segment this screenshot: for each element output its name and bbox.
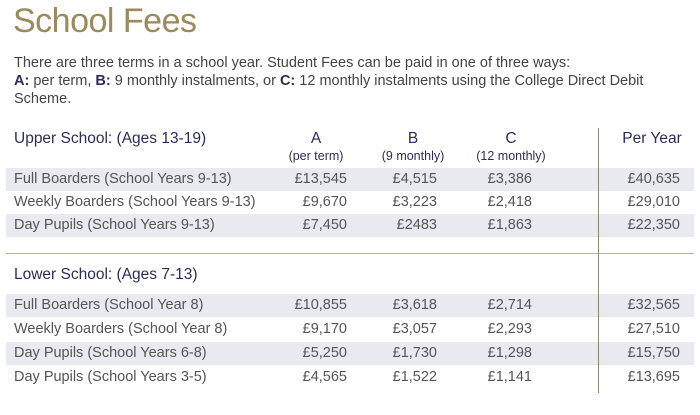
table-row: Weekly Boarders (School Year 8) £9,170 £… [6,318,694,341]
table-row: Full Boarders (School Years 9-13) £13,54… [6,168,694,191]
fee-per-year: £29,010 [627,194,680,210]
fee-per-year: £22,350 [627,217,680,233]
column-b-sub: (9 monthly) [381,149,445,163]
fee-b: £1,522 [392,369,437,385]
fee-a: £10,855 [294,297,347,313]
fee-b: £4,515 [392,171,437,187]
intro-line: There are three terms in a school year. … [14,55,571,71]
column-a-letter: A [310,130,322,147]
fee-per-year: £27,510 [627,321,680,337]
fee-c: £1,141 [487,369,532,385]
lower-school-heading: Lower School: (Ages 7-13) [14,266,198,283]
fee-c: £1,298 [487,345,532,361]
option-a-key: A: [14,73,30,89]
row-label: Weekly Boarders (School Year 8) [14,321,228,337]
fee-a: £4,565 [302,369,347,385]
page-title: School Fees [13,2,197,40]
row-label: Full Boarders (School Years 9-13) [14,171,232,187]
intro-text: There are three terms in a school year. … [14,54,684,108]
fee-a: £5,250 [302,345,347,361]
table-row: Day Pupils (School Years 9-13) £7,450 £2… [6,214,694,237]
column-a-sub: (per term) [288,149,344,163]
row-label: Day Pupils (School Years 6-8) [14,345,207,361]
column-a-header: A (per term) [282,130,350,164]
fee-c: £2,293 [487,321,532,337]
option-c-key: C: [279,73,296,89]
option-b-text: 9 monthly instalments, or [110,73,280,89]
column-c-sub: (12 monthly) [476,149,546,163]
row-label: Day Pupils (School Years 9-13) [14,217,215,233]
table-row: Full Boarders (School Year 8) £10,855 £3… [6,294,694,317]
fee-b: £2483 [396,217,437,233]
row-label: Day Pupils (School Years 3-5) [14,369,207,385]
option-b-key: B: [95,73,111,89]
fee-per-year: £32,565 [627,297,680,313]
column-b-header: B (9 monthly) [372,130,454,164]
upper-school-heading: Upper School: (Ages 13-19) [14,130,207,147]
per-year-divider [598,128,599,393]
fee-per-year: £40,635 [627,171,680,187]
fee-c: £2,418 [487,194,532,210]
fee-c: £2,714 [487,297,532,313]
table-row: Weekly Boarders (School Years 9-13) £9,6… [6,191,694,214]
column-c-letter: C [505,130,517,147]
row-label: Weekly Boarders (School Years 9-13) [14,194,256,210]
fee-per-year: £15,750 [627,345,680,361]
section-divider [6,253,694,254]
fee-b: £3,223 [392,194,437,210]
fee-b: £3,618 [392,297,437,313]
per-year-header: Per Year [622,130,682,147]
row-label: Full Boarders (School Year 8) [14,297,204,313]
fee-b: £3,057 [392,321,437,337]
table-row: Day Pupils (School Years 6-8) £5,250 £1,… [6,342,694,365]
fee-per-year: £13,695 [627,369,680,385]
fee-b: £1,730 [392,345,437,361]
column-b-letter: B [407,130,419,147]
fee-a: £9,670 [302,194,347,210]
fee-a: £9,170 [302,321,347,337]
fee-c: £1,863 [487,217,532,233]
fee-c: £3,386 [487,171,532,187]
option-a-text: per term, [29,73,96,89]
fee-a: £13,545 [294,171,347,187]
option-c-text: 12 monthly instalments using the College… [14,73,644,107]
fee-a: £7,450 [302,217,347,233]
table-row: Day Pupils (School Years 3-5) £4,565 £1,… [6,366,694,389]
column-c-header: C (12 monthly) [466,130,556,164]
